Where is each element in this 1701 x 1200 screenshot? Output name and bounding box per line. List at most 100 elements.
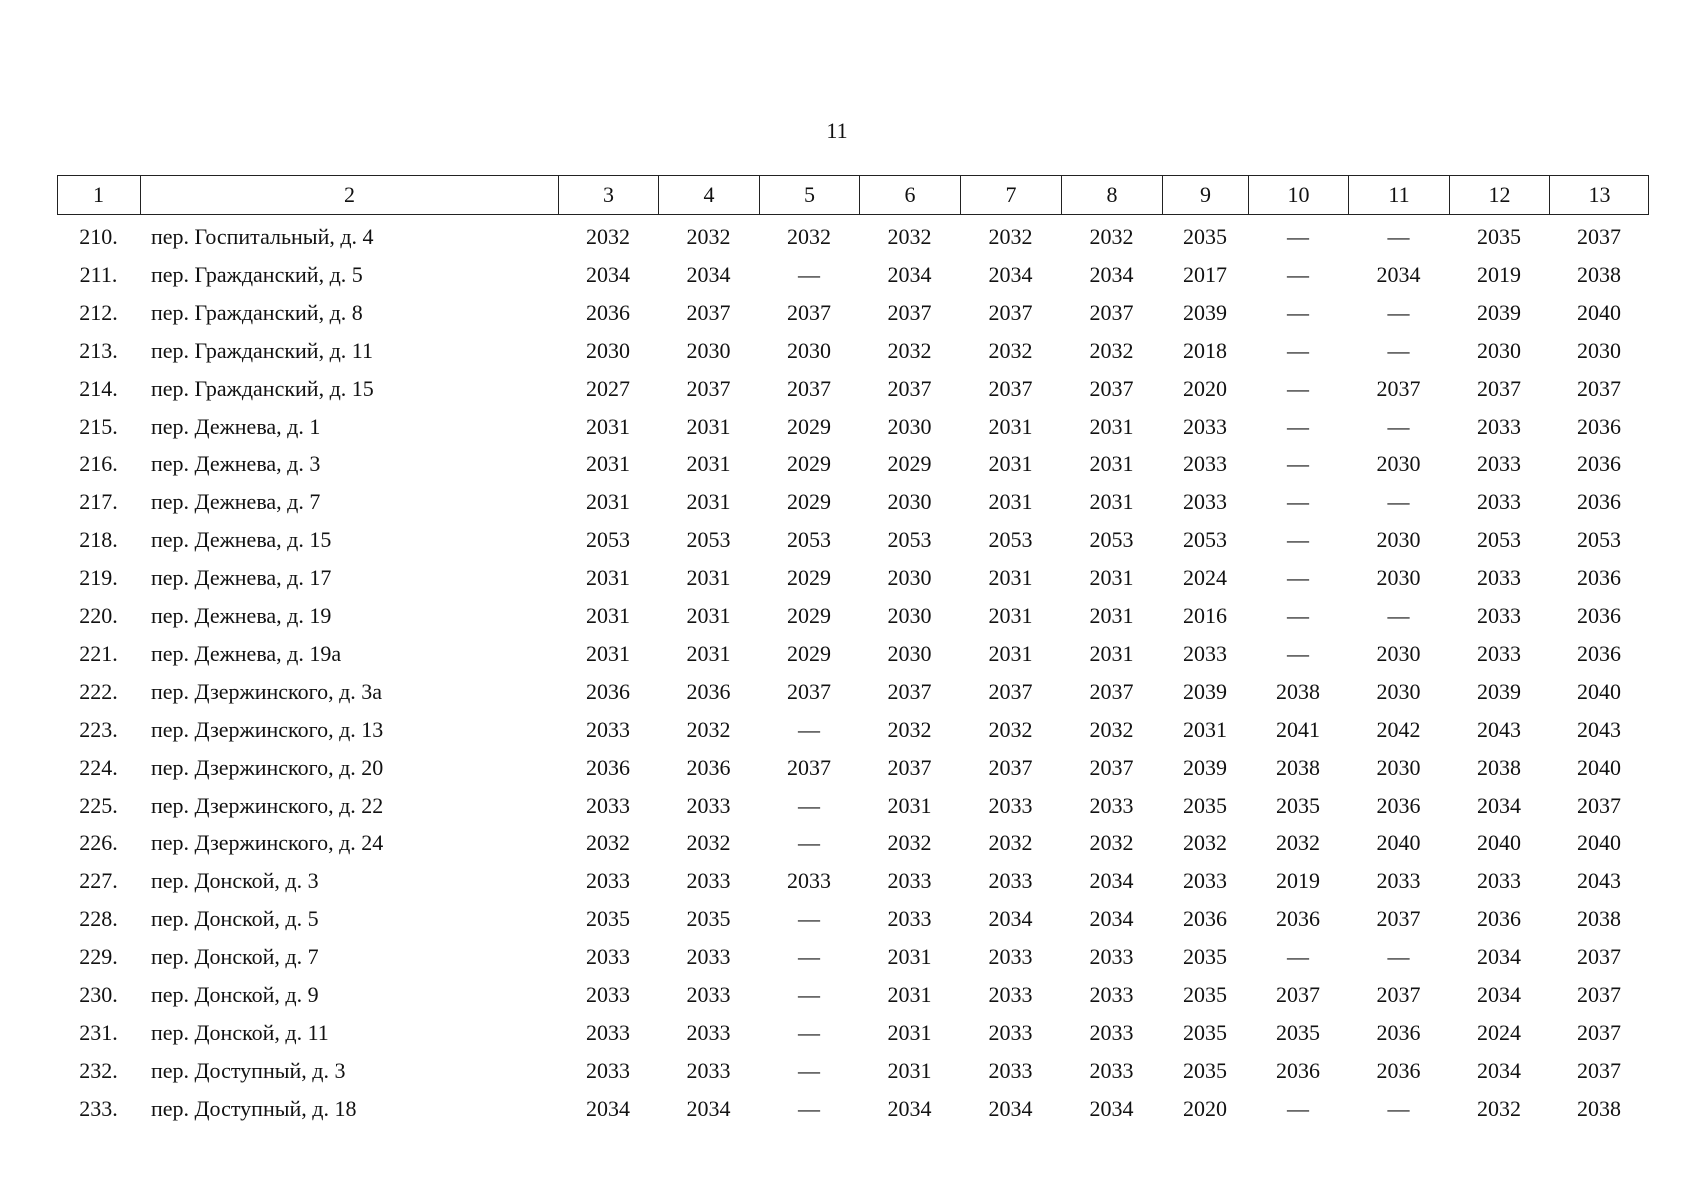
year-cell: — — [1287, 299, 1309, 325]
year-cell: 2031 — [1183, 716, 1227, 742]
year-cell: 2032 — [1089, 830, 1134, 856]
header-cell: 11 — [1348, 176, 1449, 214]
year-cell: 2031 — [686, 413, 731, 439]
year-cell: 2036 — [1577, 489, 1621, 515]
year-cell: 2031 — [887, 1019, 932, 1045]
row-number: 224. — [79, 754, 118, 780]
row-number: 221. — [79, 640, 118, 666]
header-cell: 6 — [859, 176, 960, 214]
year-cell: 2030 — [1376, 565, 1421, 591]
header-cell: 7 — [960, 176, 1061, 214]
row-number: 211. — [79, 261, 118, 287]
year-cell: 2036 — [1376, 1019, 1421, 1045]
year-cell: — — [1387, 299, 1410, 325]
year-cell: 2019 — [1276, 868, 1320, 894]
row-number: 233. — [79, 1095, 118, 1121]
year-cell: 2037 — [887, 678, 932, 704]
year-cell: — — [1287, 944, 1309, 970]
year-cell: 2037 — [686, 299, 731, 325]
year-cell: 2030 — [1376, 678, 1421, 704]
year-cell: 2031 — [586, 413, 630, 439]
year-cell: 2033 — [686, 944, 731, 970]
year-cell: 2029 — [787, 640, 831, 666]
year-cell: 2030 — [887, 640, 932, 666]
year-cell: 2029 — [887, 451, 932, 477]
year-cell: 2036 — [1376, 792, 1421, 818]
year-cell: 2040 — [1577, 299, 1621, 325]
year-cell: 2036 — [586, 299, 630, 325]
year-cell: 2039 — [1477, 299, 1521, 325]
year-cell: 2032 — [586, 830, 630, 856]
year-cell: 2031 — [686, 489, 731, 515]
year-cell: 2031 — [988, 603, 1033, 628]
year-cell: 2019 — [1477, 261, 1521, 287]
year-cell: 2042 — [1376, 716, 1421, 742]
year-cell: — — [798, 261, 820, 287]
year-cell: 2032 — [887, 224, 932, 249]
address: пер. Донской, д. 7 — [151, 944, 319, 970]
year-cell: 2053 — [1183, 527, 1227, 553]
address: пер. Донской, д. 3 — [151, 868, 319, 894]
year-cell: 2036 — [1577, 413, 1621, 439]
year-cell: 2033 — [1089, 1057, 1134, 1083]
year-cell: 2031 — [686, 603, 731, 628]
year-cell: 2037 — [1577, 1019, 1621, 1045]
year-cell: 2032 — [887, 830, 932, 856]
year-cell: 2038 — [1276, 754, 1320, 780]
year-cell: 2032 — [1089, 337, 1134, 363]
year-cell: — — [798, 716, 820, 742]
header-cell: 9 — [1162, 176, 1248, 214]
address: пер. Доступный, д. 3 — [151, 1057, 346, 1083]
year-cell: 2031 — [1089, 603, 1134, 628]
year-cell: 2033 — [686, 792, 731, 818]
row-number: 220. — [79, 603, 118, 628]
year-cell: 2033 — [686, 868, 731, 894]
year-cell: 2030 — [887, 413, 932, 439]
year-cell: 2036 — [586, 754, 630, 780]
year-cell: 2034 — [686, 261, 731, 287]
year-cell: 2029 — [787, 603, 831, 628]
row-number: 210. — [79, 224, 118, 249]
year-cell: 2033 — [1477, 565, 1521, 591]
year-cell: — — [798, 944, 820, 970]
year-cell: — — [1287, 640, 1309, 666]
year-cell: 2035 — [1276, 1019, 1320, 1045]
year-cell: 2034 — [686, 1095, 731, 1121]
year-cell: 2037 — [1376, 375, 1421, 401]
year-cell: 2033 — [586, 1057, 630, 1083]
year-cell: 2027 — [586, 375, 630, 401]
year-cell: 2037 — [1577, 792, 1621, 818]
year-cell: 2032 — [887, 716, 932, 742]
year-cell: 2037 — [787, 299, 831, 325]
year-cell: 2034 — [1477, 1057, 1521, 1083]
year-cell: 2031 — [887, 1057, 932, 1083]
year-cell: 2032 — [1089, 716, 1134, 742]
year-cell: 2035 — [1183, 792, 1227, 818]
year-cell: 2033 — [1477, 640, 1521, 666]
year-cell: 2034 — [1089, 906, 1134, 932]
year-cell: 2033 — [1376, 868, 1421, 894]
year-cell: 2037 — [988, 678, 1033, 704]
year-cell: 2036 — [686, 754, 731, 780]
year-cell: 2033 — [1183, 451, 1227, 477]
year-cell: 2030 — [887, 603, 932, 628]
year-cell: 2036 — [1577, 603, 1621, 628]
year-cell: 2032 — [1276, 830, 1320, 856]
row-number: 215. — [79, 413, 118, 439]
year-cell: 2039 — [1477, 678, 1521, 704]
year-cell: 2039 — [1183, 754, 1227, 780]
year-cell: 2031 — [1089, 640, 1134, 666]
year-cell: 2034 — [988, 1095, 1033, 1121]
year-cell: — — [1287, 1095, 1309, 1121]
row-number: 217. — [79, 489, 118, 515]
year-cell: 2035 — [686, 906, 731, 932]
year-cell: 2031 — [1089, 565, 1134, 591]
year-cell: 2020 — [1183, 375, 1227, 401]
year-cell: 2036 — [586, 678, 630, 704]
row-number: 231. — [79, 1019, 118, 1045]
year-cell: 2033 — [1183, 868, 1227, 894]
address: пер. Дежнева, д. 1 — [151, 413, 321, 439]
year-cell: — — [798, 906, 820, 932]
year-cell: 2033 — [686, 1057, 731, 1083]
year-cell: 2030 — [1477, 337, 1521, 363]
